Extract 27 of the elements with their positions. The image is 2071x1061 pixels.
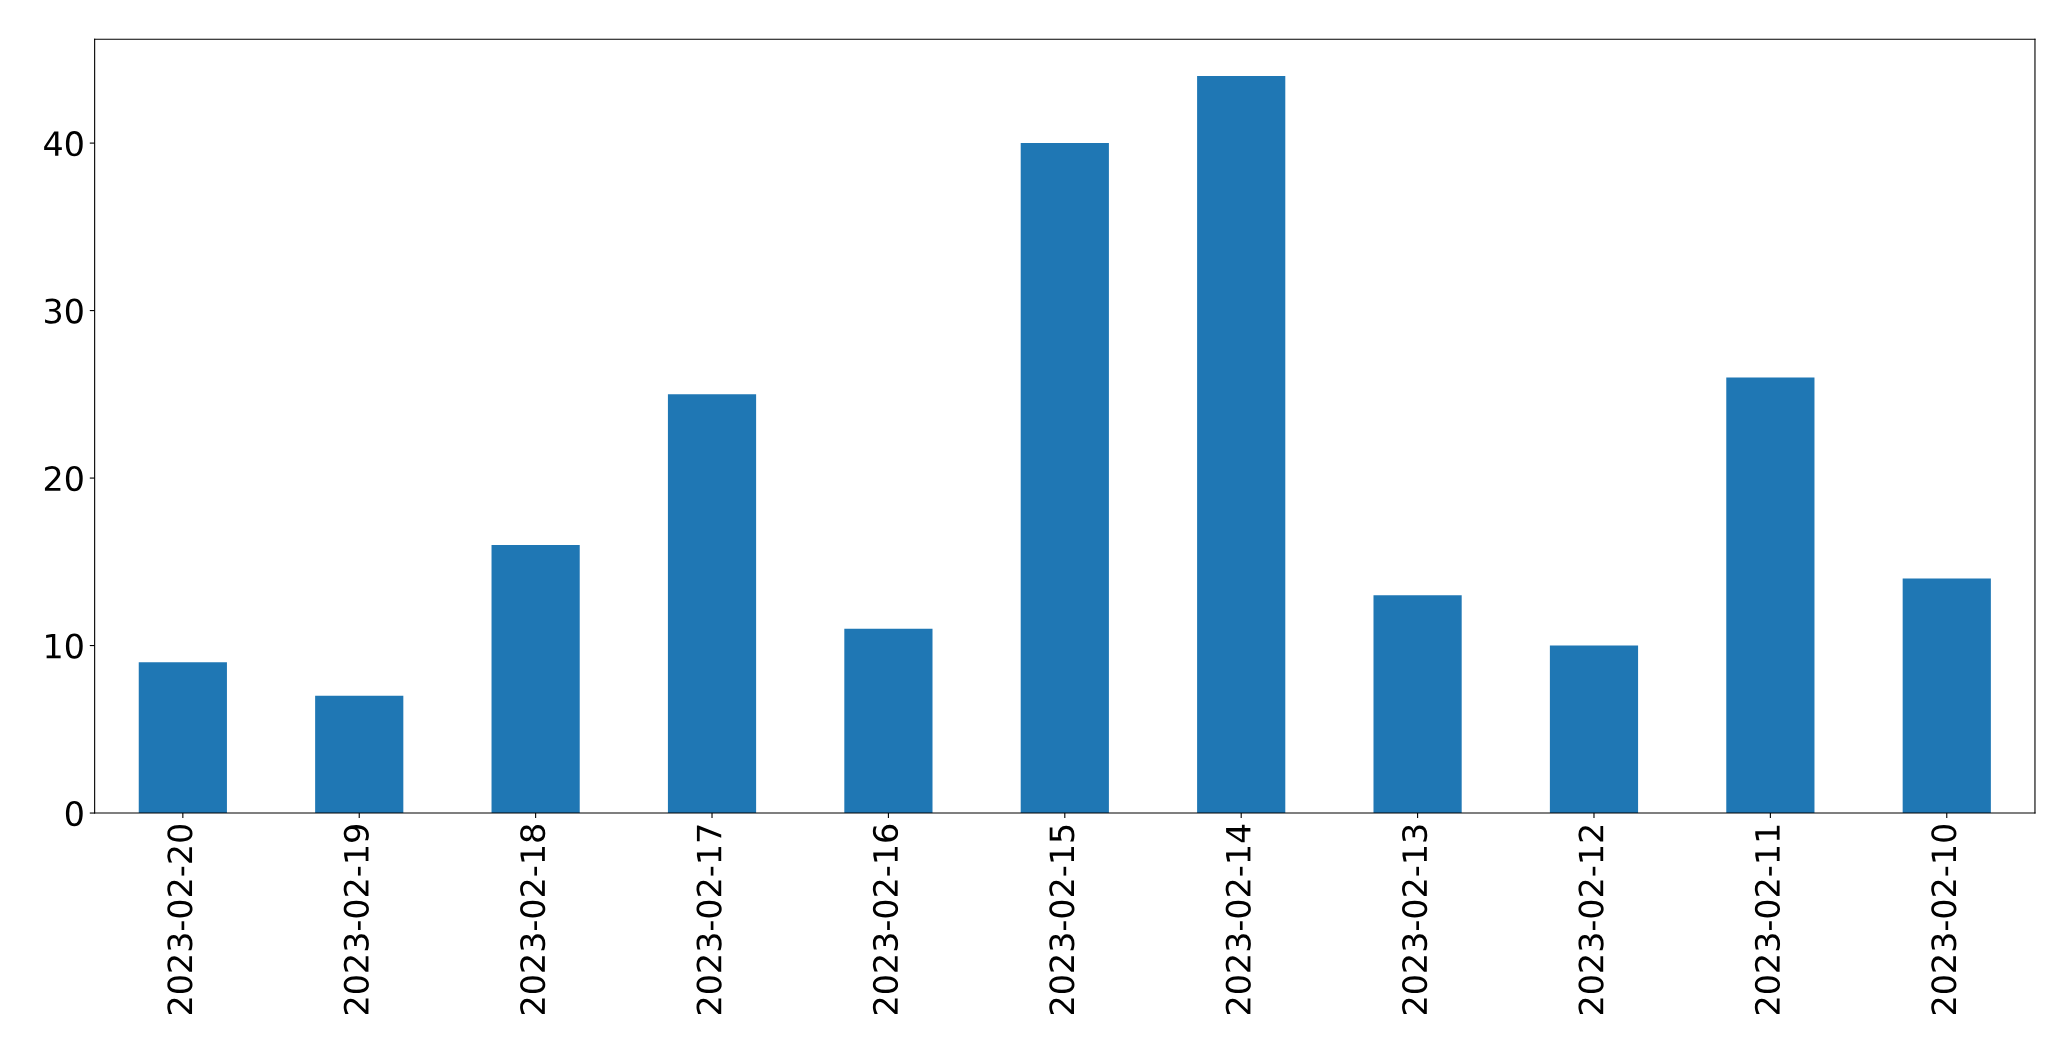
bar bbox=[1902, 578, 1991, 814]
bar bbox=[844, 628, 933, 814]
x-tick-label: 2023-02-17 bbox=[696, 825, 722, 1015]
bar bbox=[491, 545, 580, 814]
x-tick-label: 2023-02-12 bbox=[1578, 826, 1604, 1015]
x-tick-label: 2023-02-19 bbox=[343, 825, 369, 1015]
bar bbox=[138, 662, 227, 814]
bar bbox=[1373, 595, 1462, 814]
y-tick-label: 10 bbox=[46, 633, 83, 659]
x-tick-label: 2023-02-13 bbox=[1402, 825, 1428, 1015]
bar bbox=[1549, 645, 1639, 814]
y-tick-label: 30 bbox=[45, 298, 83, 324]
y-tick-label: 20 bbox=[44, 466, 83, 492]
x-tick-label: 2023-02-15 bbox=[1049, 825, 1075, 1015]
bar bbox=[1726, 377, 1815, 814]
bar bbox=[1197, 76, 1286, 814]
x-tick-label: 2023-02-20 bbox=[167, 824, 193, 1015]
x-tick-label: 2023-02-11 bbox=[1754, 825, 1781, 1015]
bar bbox=[315, 695, 404, 814]
x-tick-label: 2023-02-18 bbox=[520, 825, 546, 1015]
y-tick-label: 0 bbox=[65, 800, 83, 827]
x-tick-label: 2023-02-14 bbox=[1225, 824, 1251, 1015]
bar bbox=[1020, 143, 1109, 814]
bar bbox=[667, 394, 757, 814]
x-tick-label: 2023-02-16 bbox=[872, 824, 899, 1015]
y-tick-label: 40 bbox=[44, 131, 83, 157]
x-tick-label: 2023-02-10 bbox=[1931, 824, 1957, 1015]
